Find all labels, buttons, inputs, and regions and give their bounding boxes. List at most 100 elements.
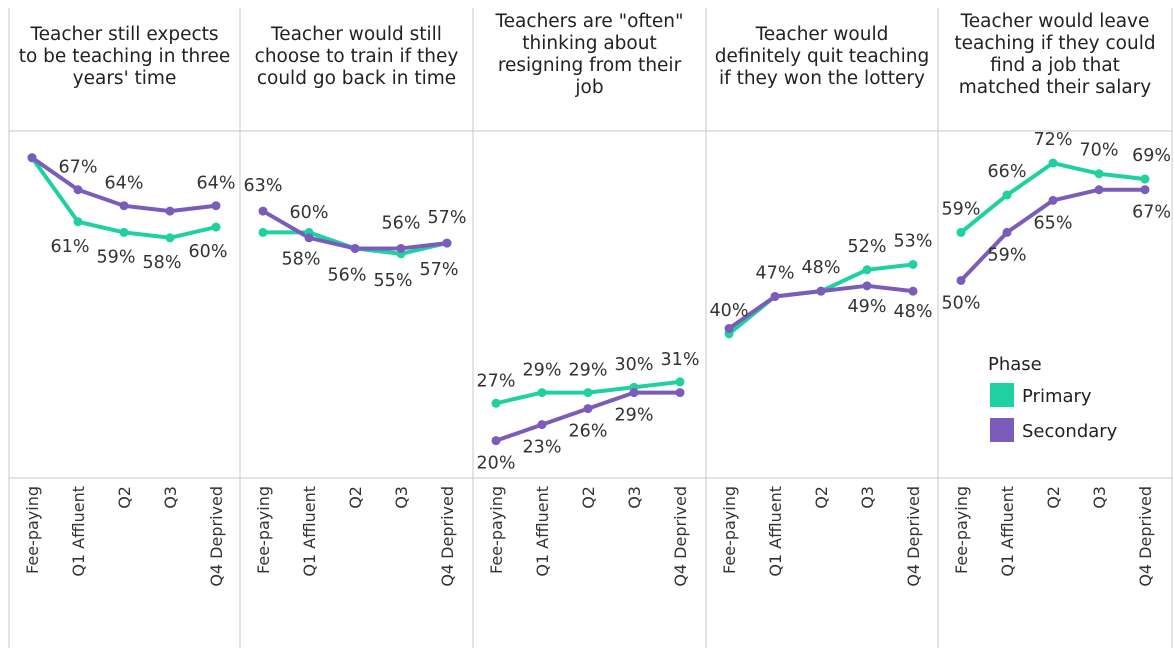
- data-point-primary: [165, 233, 175, 243]
- data-label-primary: 40%: [710, 301, 749, 321]
- data-point-primary: [956, 227, 966, 237]
- legend: Phase Primary Secondary: [988, 354, 1118, 442]
- legend-label-primary: Primary: [1022, 386, 1092, 407]
- data-point-secondary: [350, 243, 360, 253]
- data-label-primary: 61%: [51, 237, 90, 257]
- data-label-secondary: 59%: [988, 245, 1027, 265]
- data-label-primary: 69%: [1132, 146, 1171, 166]
- panel-title-line: if they won the lottery: [719, 68, 925, 89]
- data-point-secondary: [491, 436, 501, 446]
- data-point-secondary: [1094, 185, 1104, 195]
- x-tick-label: Q3: [625, 486, 644, 509]
- panel-title-line: find a job that: [990, 55, 1120, 76]
- data-label-primary: 29%: [523, 361, 562, 381]
- x-tick-label: Fee-paying: [720, 486, 739, 574]
- data-point-primary: [1140, 174, 1150, 184]
- x-tick-label: Q3: [1090, 486, 1109, 509]
- data-point-primary: [491, 398, 501, 408]
- panel-title-line: to be teaching in three: [19, 46, 231, 67]
- data-label-secondary: 65%: [1034, 213, 1073, 233]
- data-point-primary: [119, 227, 129, 237]
- data-label-secondary: 49%: [848, 297, 887, 317]
- data-label-secondary: 64%: [197, 174, 236, 194]
- data-labels: 61% 59% 58% 60% 67% 64% 64% 58% 56% 55% 57% 63% 60% 5…: [51, 130, 1171, 474]
- data-label-primary: 58%: [282, 249, 321, 269]
- data-label-primary: 27%: [477, 371, 516, 391]
- data-point-primary: [258, 227, 268, 237]
- data-point-secondary: [675, 388, 685, 398]
- panel-title-line: Teacher still expects: [29, 24, 218, 45]
- panel-title-line: Teacher would leave: [960, 11, 1150, 32]
- data-point-secondary: [396, 243, 406, 253]
- data-label-primary: 72%: [1034, 130, 1073, 150]
- legend-swatch-secondary: [990, 418, 1014, 442]
- data-point-secondary: [537, 420, 547, 430]
- data-label-secondary: 67%: [1132, 203, 1171, 223]
- data-label-primary: 29%: [569, 361, 608, 381]
- panel-title-line: resigning from their: [498, 55, 682, 76]
- x-tick-label: Q4 Deprived: [207, 486, 226, 587]
- x-tick-label: Q2: [1044, 486, 1063, 509]
- data-label-secondary: 56%: [382, 213, 421, 233]
- legend-label-secondary: Secondary: [1022, 421, 1118, 442]
- data-label-primary: 48%: [802, 258, 841, 278]
- data-point-primary: [1048, 158, 1058, 168]
- x-tick-label: Q2: [115, 486, 134, 509]
- x-tick-label: Q1 Affluent: [69, 486, 88, 577]
- data-point-secondary: [862, 281, 872, 291]
- data-label-secondary: 63%: [244, 176, 283, 196]
- x-tick-label: Fee-paying: [952, 486, 971, 574]
- x-tick-label: Q3: [392, 486, 411, 509]
- panel-title-line: definitely quit teaching: [715, 46, 929, 67]
- data-label-secondary: 29%: [615, 406, 654, 426]
- panel-title-line: Teacher would still: [270, 24, 442, 45]
- panel-title-line: Teachers are "often": [495, 11, 684, 32]
- data-point-primary: [1002, 190, 1012, 200]
- x-tick-labels: Fee-paying Q1 Affluent Q2 Q3 Q4 Deprived Fee-…: [23, 486, 1155, 587]
- data-label-primary: 56%: [328, 265, 367, 285]
- data-point-primary: [211, 222, 221, 232]
- data-label-primary: 31%: [661, 350, 700, 370]
- x-tick-label: Fee-paying: [23, 486, 42, 574]
- data-label-secondary: 57%: [428, 208, 467, 228]
- x-tick-label: Q2: [579, 486, 598, 509]
- data-label-secondary: 20%: [477, 454, 516, 474]
- panel-title-line: job: [574, 77, 603, 98]
- data-label-primary: 30%: [615, 355, 654, 375]
- data-point-secondary: [629, 388, 639, 398]
- data-point-secondary: [73, 185, 83, 195]
- x-tick-label: Q4 Deprived: [1136, 486, 1155, 587]
- data-point-secondary: [1048, 195, 1058, 205]
- data-label-primary: 53%: [894, 231, 933, 251]
- x-tick-label: Q1 Affluent: [300, 486, 319, 577]
- data-label-primary: 57%: [420, 260, 459, 280]
- data-point-secondary: [442, 238, 452, 248]
- panel-title-line: could go back in time: [257, 68, 456, 89]
- data-point-secondary: [770, 291, 780, 301]
- x-tick-label: Q3: [161, 486, 180, 509]
- data-label-primary: 66%: [988, 162, 1027, 182]
- data-point-primary: [908, 259, 918, 269]
- panel-title-line: thinking about: [522, 33, 656, 54]
- data-label-primary: 52%: [848, 237, 887, 257]
- data-label-primary: 55%: [374, 271, 413, 291]
- x-tick-label: Q3: [858, 486, 877, 509]
- data-label-primary: 47%: [756, 263, 795, 283]
- data-point-primary: [675, 377, 685, 387]
- x-tick-label: Q1 Affluent: [533, 486, 552, 577]
- data-label-secondary: 48%: [894, 302, 933, 322]
- data-point-primary: [583, 388, 593, 398]
- x-tick-label: Q4 Deprived: [671, 486, 690, 587]
- data-points: [27, 153, 1150, 446]
- data-point-secondary: [211, 201, 221, 211]
- data-point-secondary: [583, 404, 593, 414]
- x-tick-label: Q4 Deprived: [438, 486, 457, 587]
- data-label-secondary: 50%: [942, 293, 981, 313]
- data-label-secondary: 23%: [523, 438, 562, 458]
- x-tick-label: Q1 Affluent: [998, 486, 1017, 577]
- data-point-secondary: [304, 233, 314, 243]
- panel-title-line: years' time: [73, 68, 177, 89]
- data-point-secondary: [258, 206, 268, 216]
